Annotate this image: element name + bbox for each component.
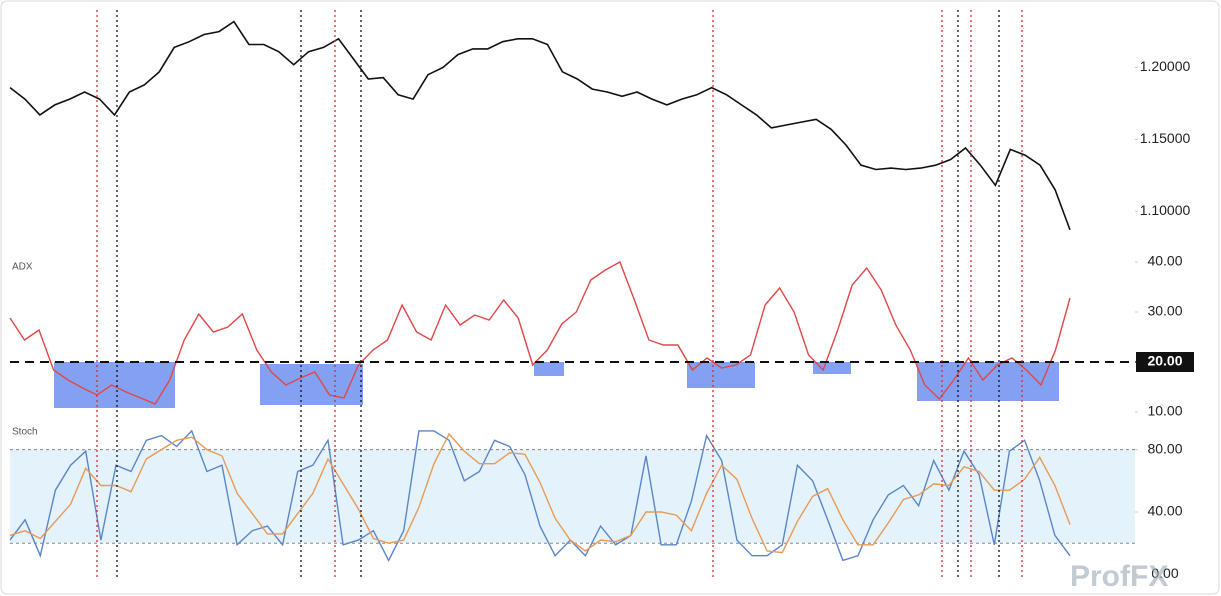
y-tick-label: 0.00 xyxy=(1151,565,1178,581)
pane-title: ADX xyxy=(12,262,33,273)
signal-lines xyxy=(96,10,1023,580)
y-tick-label: 40.00 xyxy=(1147,253,1182,269)
y-tick-label: 10.00 xyxy=(1147,403,1182,419)
y-tick-label: 30.00 xyxy=(1147,303,1182,319)
zone xyxy=(687,362,755,388)
zone xyxy=(54,362,175,408)
zone xyxy=(917,362,1059,401)
watermark: ProfFX xyxy=(1070,560,1168,593)
line xyxy=(9,261,1071,405)
line xyxy=(9,20,1071,231)
zone xyxy=(813,362,851,374)
zone xyxy=(260,364,363,405)
pane-title: Stoch xyxy=(12,427,38,438)
y-tick-label: 1.20000 xyxy=(1140,58,1191,74)
tick-badge xyxy=(1136,352,1194,372)
zone xyxy=(534,362,564,376)
y-tick-label: 1.10000 xyxy=(1140,202,1191,218)
band xyxy=(10,449,1135,544)
y-tick-label: 80.00 xyxy=(1147,440,1182,456)
y-tick-label: 20.00 xyxy=(1147,353,1182,369)
y-tick-label: 1.15000 xyxy=(1140,130,1191,146)
line xyxy=(9,429,1071,562)
y-tick-label: 40.00 xyxy=(1147,503,1182,519)
line xyxy=(9,432,1071,554)
adx-low-zones xyxy=(54,362,1059,408)
